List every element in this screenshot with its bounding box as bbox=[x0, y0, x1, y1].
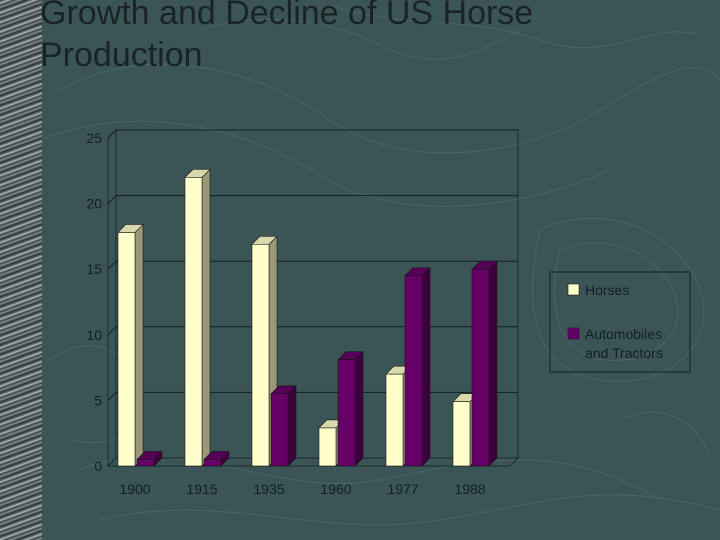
gridline-side bbox=[107, 260, 117, 270]
y-tick-label: 15 bbox=[86, 261, 102, 277]
legend-swatch-automobiles bbox=[567, 327, 580, 340]
bar-horses bbox=[452, 401, 471, 467]
bar-side bbox=[354, 351, 364, 467]
y-tick-label: 0 bbox=[94, 458, 102, 474]
x-tick-label: 1960 bbox=[320, 481, 351, 497]
x-tick-label: 1900 bbox=[119, 481, 150, 497]
legend-swatch-horses bbox=[567, 283, 580, 296]
gridline-side bbox=[107, 195, 117, 204]
bar-horses bbox=[318, 427, 337, 467]
y-tick-label: 20 bbox=[86, 196, 102, 212]
bar-side bbox=[287, 385, 297, 467]
bar-automobiles bbox=[471, 268, 490, 467]
gridline-side bbox=[107, 326, 117, 336]
legend-label: Automobiles and Tractors bbox=[585, 326, 663, 361]
bar-side bbox=[201, 168, 211, 467]
y-tick-label: 10 bbox=[86, 327, 102, 343]
bar-side bbox=[134, 223, 144, 467]
x-tick-label: 1935 bbox=[253, 481, 284, 497]
slide-title: Growth and Decline of US Horse Productio… bbox=[40, 0, 534, 74]
y-tick-label: 5 bbox=[94, 392, 102, 408]
legend-box bbox=[549, 271, 691, 373]
x-tick-label: 1977 bbox=[387, 481, 418, 497]
bar-horses bbox=[184, 177, 203, 467]
bar-side bbox=[488, 260, 498, 467]
bar-side bbox=[421, 267, 431, 467]
floor bbox=[106, 457, 520, 467]
x-tick-label: 1988 bbox=[454, 481, 485, 497]
y-tick-label: 25 bbox=[86, 130, 102, 146]
gridline-side bbox=[107, 129, 117, 139]
bar-automobiles bbox=[136, 459, 155, 467]
bar-automobiles bbox=[337, 359, 356, 467]
side-wall bbox=[107, 128, 117, 468]
legend-label: Horses bbox=[585, 282, 629, 298]
bar-horses bbox=[251, 243, 270, 467]
bar-horses bbox=[385, 373, 404, 467]
decorative-texture-strip bbox=[0, 0, 42, 540]
x-tick-label: 1915 bbox=[186, 481, 217, 497]
gridline-side bbox=[107, 392, 117, 401]
bar-automobiles bbox=[270, 393, 289, 467]
bar-horses bbox=[117, 232, 136, 467]
bar-automobiles bbox=[203, 459, 222, 467]
bar-automobiles bbox=[404, 275, 423, 467]
